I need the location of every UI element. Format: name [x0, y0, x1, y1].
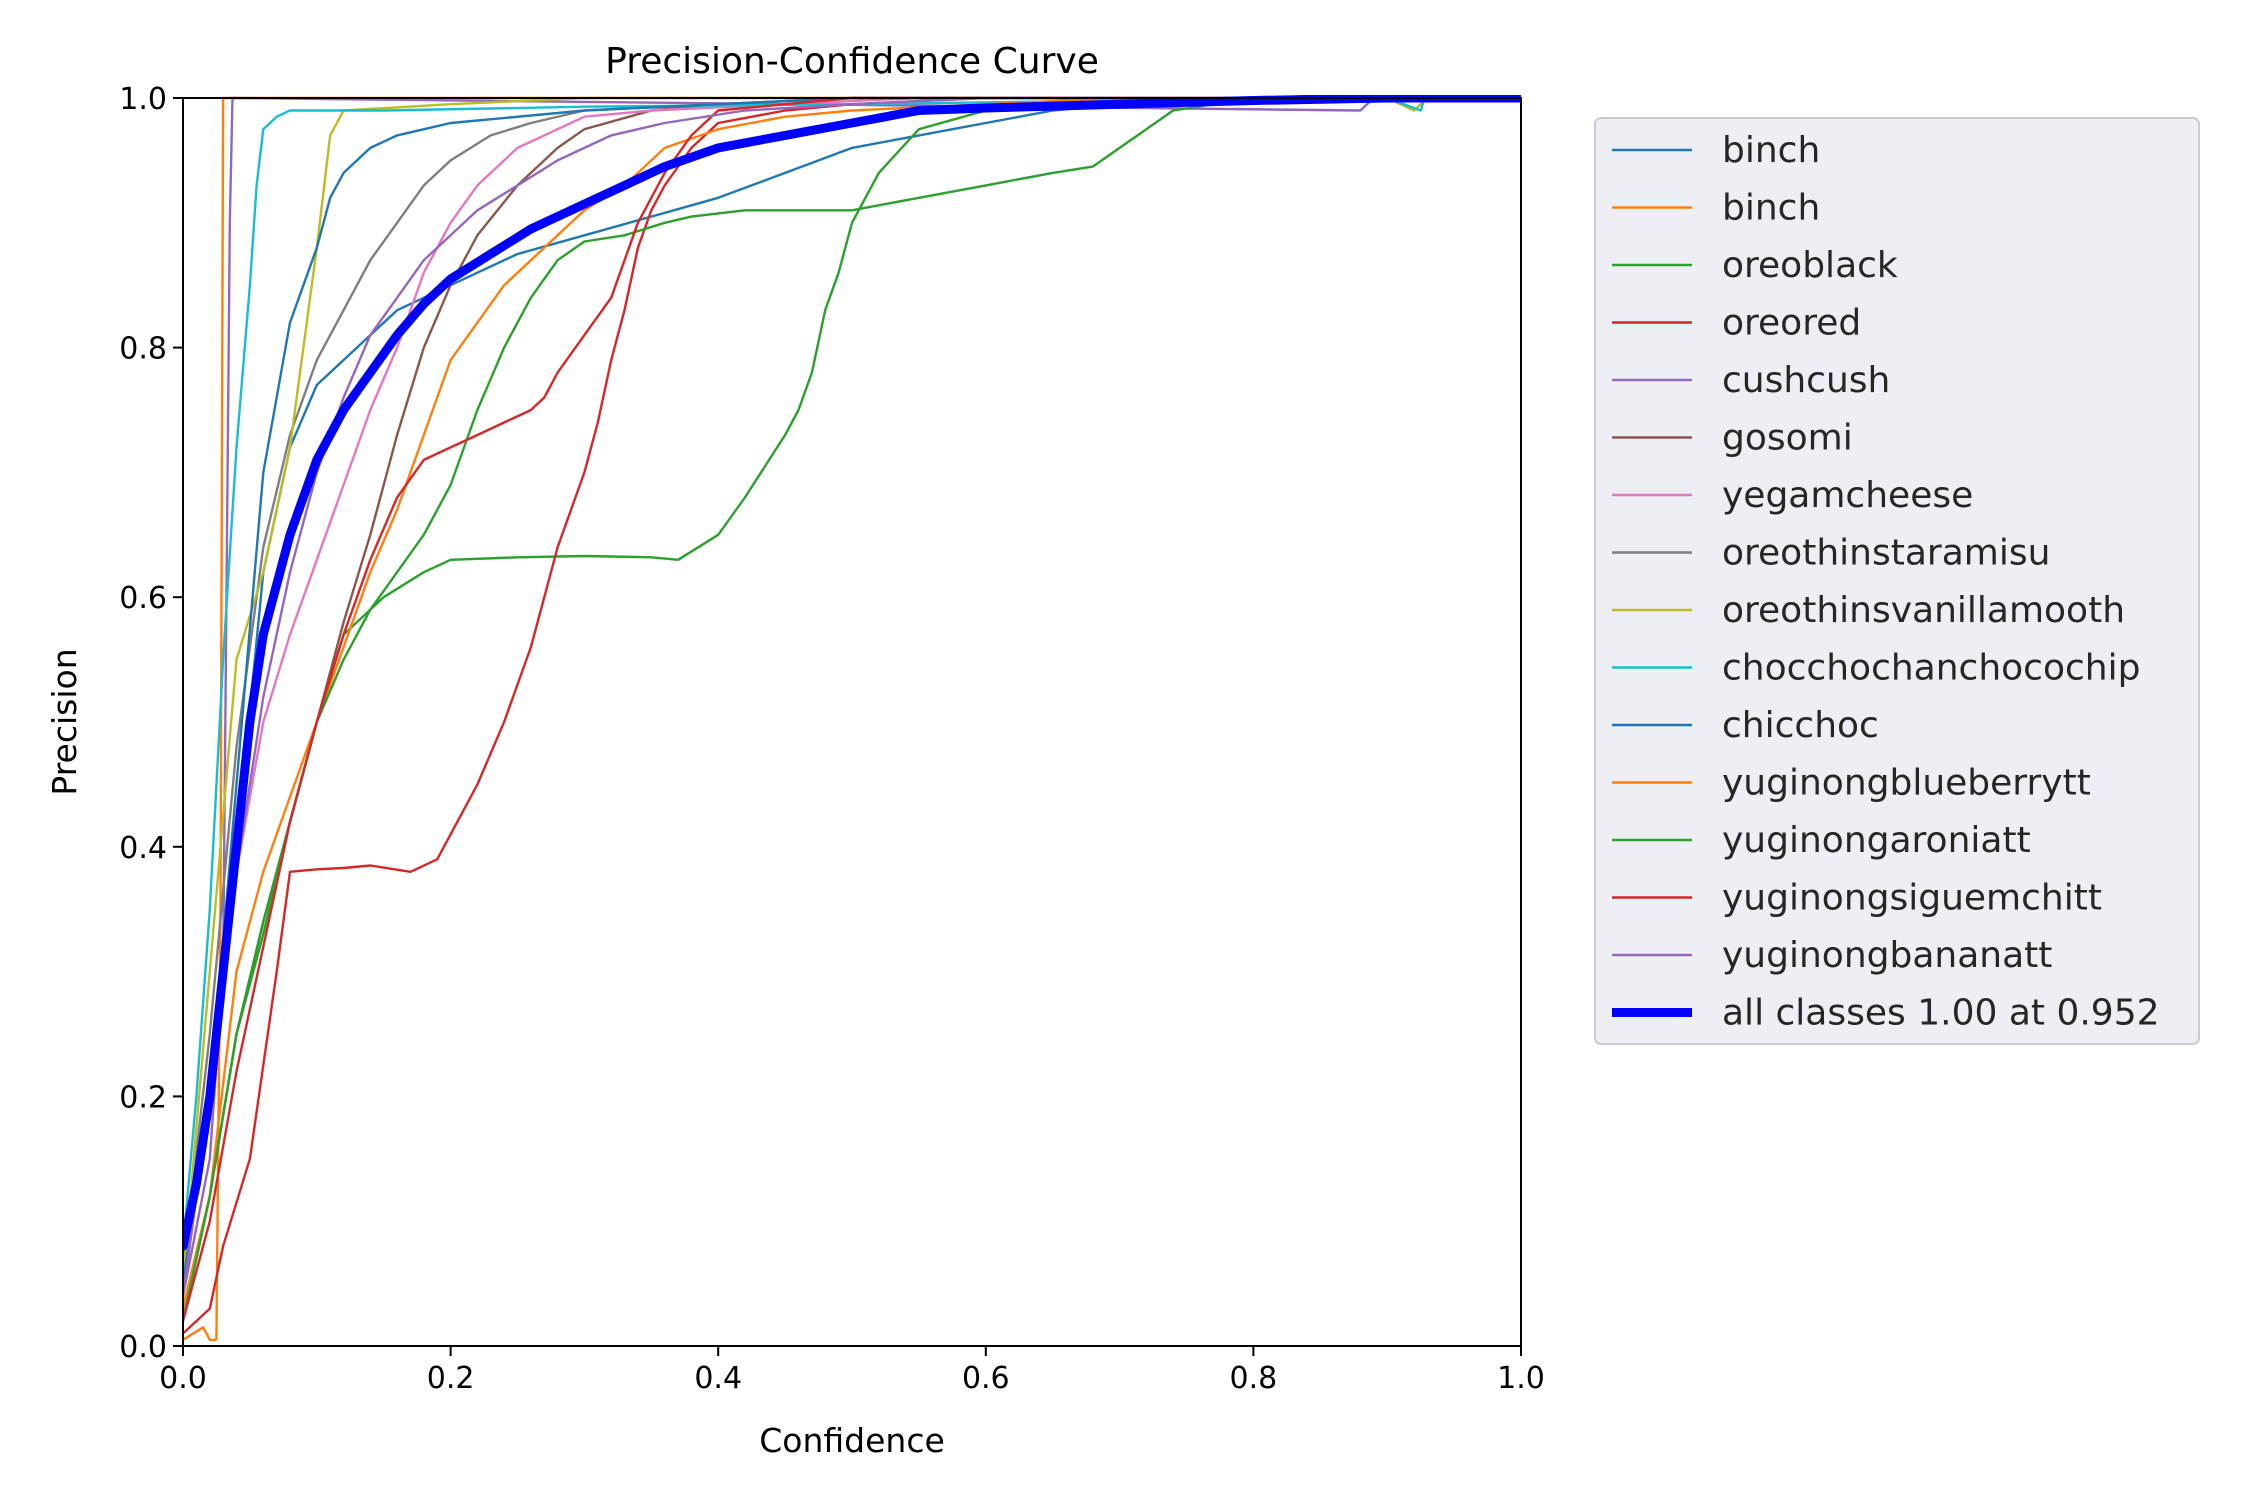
- series-line-binch-0: [183, 96, 1521, 1285]
- series-layer: [183, 95, 1521, 1341]
- x-tick-label: 0.4: [694, 1361, 742, 1396]
- legend-label: oreothinstaramisu: [1722, 533, 2050, 574]
- y-tick-label: 0.0: [119, 1330, 167, 1365]
- x-tick-label: 0.8: [1230, 1361, 1278, 1396]
- series-line-yuginongbananatt-14: [183, 96, 1521, 1298]
- series-line-yuginongaroniatt-12: [183, 96, 1521, 1323]
- x-tick-label: 0.0: [159, 1361, 207, 1396]
- series-line-all-classes: [183, 95, 1521, 1251]
- x-tick-label: 1.0: [1497, 1361, 1545, 1396]
- legend-box: [1594, 117, 2200, 1045]
- y-tick-label: 0.6: [119, 581, 167, 616]
- series-line-gosomi-5: [183, 96, 1521, 1310]
- legend-label: binch: [1722, 130, 1820, 171]
- series-line-chocchochanchocochip-9: [183, 96, 1521, 1248]
- series-line-oreothinsvanillamooth-8: [183, 96, 1521, 1285]
- legend-label: chocchochanchocochip: [1722, 648, 2140, 689]
- chart-title: Precision-Confidence Curve: [605, 41, 1099, 82]
- y-tick-label: 0.2: [119, 1080, 167, 1115]
- legend-label: binch: [1722, 188, 1820, 229]
- y-tick-label: 1.0: [119, 82, 167, 117]
- series-line-cushcush-4: [183, 96, 1521, 1298]
- series-line-yegamcheese-6: [183, 96, 1521, 1298]
- x-axis-label: Confidence: [759, 1421, 945, 1460]
- legend: binch binch oreoblack oreored cushcush gosomi…: [1594, 117, 2200, 1045]
- legend-label: yuginongsiguemchitt: [1722, 878, 2102, 919]
- y-tick-label: 0.8: [119, 332, 167, 367]
- legend-label: yuginongbananatt: [1722, 935, 2052, 976]
- series-line-chicchoc-10: [183, 96, 1521, 1285]
- x-axis-ticks: 0.0 0.2 0.4 0.6 0.8 1.0: [159, 1346, 1545, 1396]
- series-line-oreoblack-2: [183, 96, 1521, 1323]
- series-line-yuginongsiguemchitt-13: [183, 96, 1521, 1323]
- legend-label: gosomi: [1722, 418, 1853, 459]
- y-axis-ticks: 0.0 0.2 0.4 0.6 0.8 1.0: [119, 82, 183, 1365]
- series-line-oreothinstaramisu-7: [183, 96, 1521, 1273]
- x-tick-label: 0.6: [962, 1361, 1010, 1396]
- legend-label: yuginongblueberrytt: [1722, 763, 2091, 804]
- y-tick-label: 0.4: [119, 831, 167, 866]
- legend-label: cushcush: [1722, 360, 1890, 401]
- x-tick-label: 0.2: [427, 1361, 475, 1396]
- series-line-oreored-3: [183, 96, 1521, 1335]
- legend-label: oreored: [1722, 303, 1861, 344]
- legend-label: all classes 1.00 at 0.952: [1722, 993, 2160, 1034]
- legend-label: yegamcheese: [1722, 475, 1973, 516]
- legend-label: oreoblack: [1722, 245, 1898, 286]
- legend-label: oreothinsvanillamooth: [1722, 590, 2125, 631]
- y-axis-label: Precision: [45, 648, 84, 795]
- series-line-binch-1: [183, 96, 1521, 1341]
- series-line-yuginongblueberrytt-11: [183, 96, 1521, 1310]
- plot-frame: [182, 97, 1522, 1347]
- legend-label: yuginongaroniatt: [1722, 820, 2031, 861]
- legend-label: chicchoc: [1722, 705, 1879, 746]
